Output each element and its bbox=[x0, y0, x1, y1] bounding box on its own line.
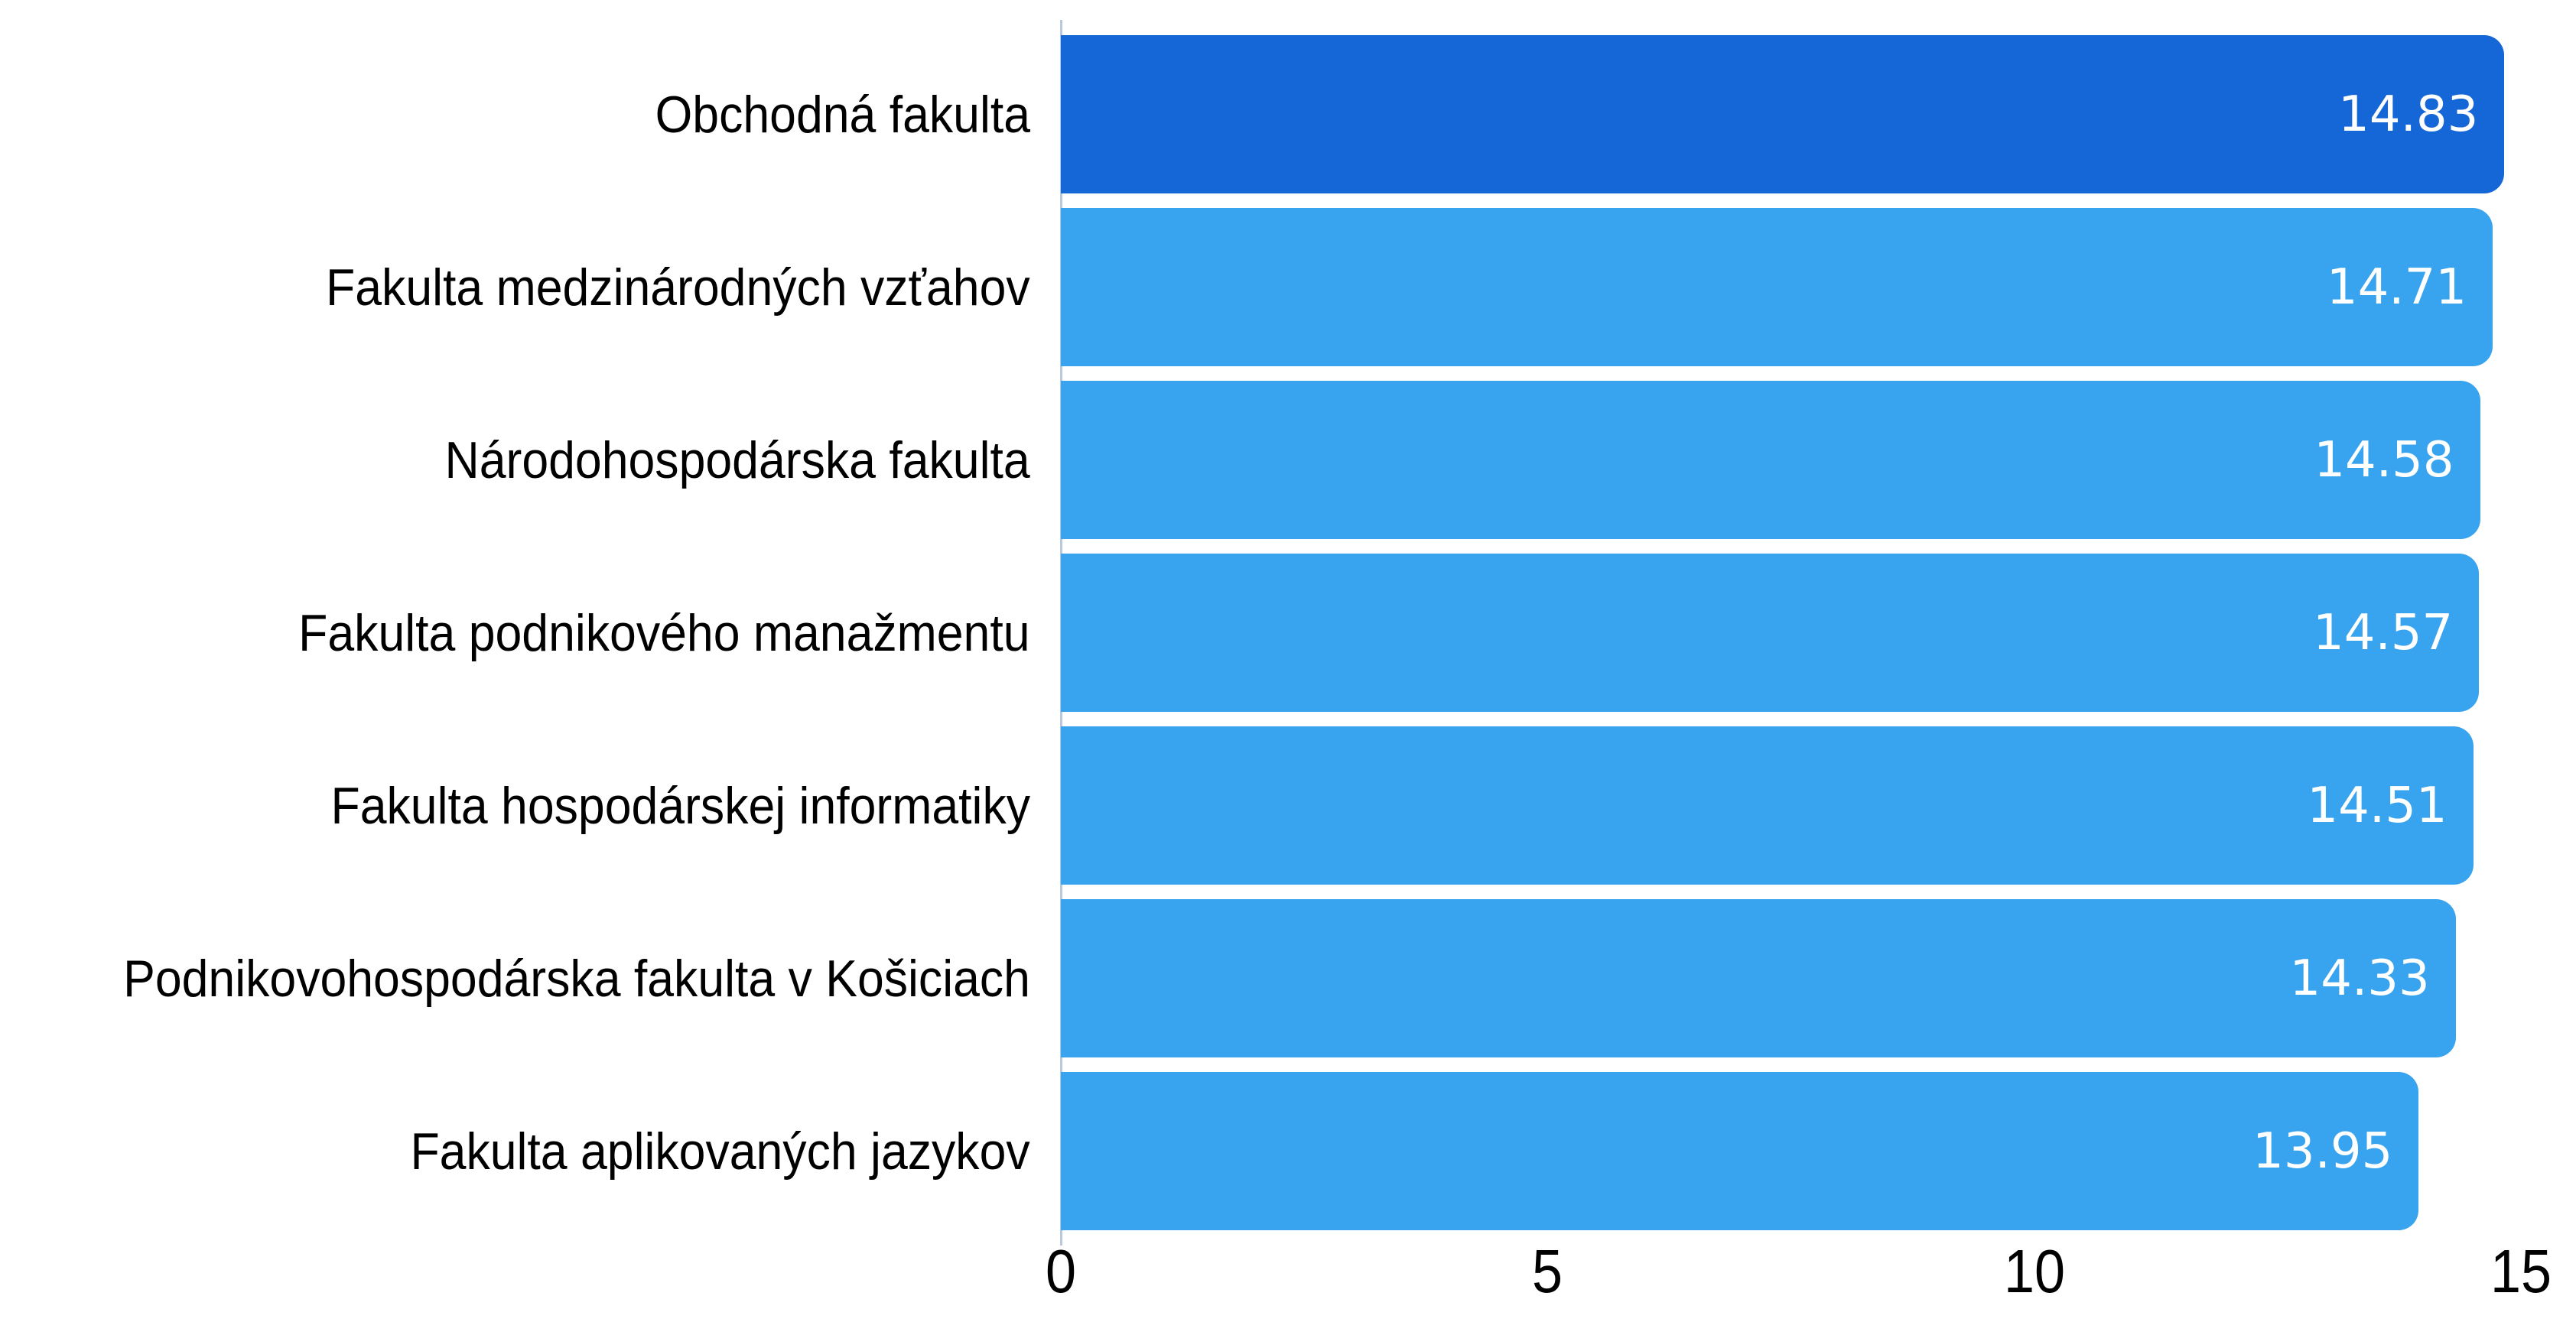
x-axis-tick-label: 15 bbox=[2490, 1237, 2552, 1305]
bar-value-label: 14.58 bbox=[2314, 431, 2454, 489]
bar-value-label: 13.95 bbox=[2252, 1122, 2393, 1180]
bar-value-label: 14.51 bbox=[2307, 777, 2448, 834]
category-label-text: Fakulta aplikovaných jazykov bbox=[410, 1122, 1030, 1181]
bar-track: 14.57 bbox=[1060, 538, 2521, 727]
bar-row: Fakulta medzinárodných vzťahov 14.71 bbox=[0, 193, 2576, 382]
bar-value-label: 14.83 bbox=[2338, 86, 2479, 143]
bar-row: Podnikovohospodárska fakulta v Košiciach… bbox=[0, 884, 2576, 1073]
bar-value-label: 14.33 bbox=[2289, 950, 2430, 1007]
x-axis: 0 5 10 15 bbox=[1046, 1237, 2552, 1322]
bar-track: 14.33 bbox=[1060, 884, 2521, 1073]
category-label-text: Národohospodárska fakulta bbox=[444, 430, 1030, 489]
bar-1[interactable]: 14.83 bbox=[1061, 35, 2505, 193]
bar-2[interactable]: 14.71 bbox=[1061, 208, 2493, 366]
category-label-text: Podnikovohospodárska fakulta v Košiciach bbox=[123, 949, 1030, 1008]
category-label: Fakulta hospodárskej informatiky bbox=[0, 726, 1061, 885]
category-label: Fakulta podnikového manažmentu bbox=[0, 554, 1061, 712]
bar-value-label: 14.57 bbox=[2313, 604, 2454, 661]
bar-5[interactable]: 14.51 bbox=[1061, 726, 2474, 885]
bar-track: 14.51 bbox=[1060, 711, 2521, 900]
category-label-text: Fakulta hospodárskej informatiky bbox=[330, 776, 1030, 835]
bar-row: Fakulta hospodárskej informatiky 14.51 bbox=[0, 711, 2576, 900]
bar-track: 14.71 bbox=[1060, 193, 2521, 382]
bar-row: Fakulta aplikovaných jazykov 13.95 bbox=[0, 1057, 2576, 1246]
category-label-text: Fakulta medzinárodných vzťahov bbox=[326, 258, 1030, 317]
x-axis-tick-label: 0 bbox=[1045, 1237, 1077, 1305]
bar-track: 13.95 bbox=[1060, 1057, 2521, 1246]
bar-6[interactable]: 14.33 bbox=[1061, 899, 2456, 1057]
category-label: Podnikovohospodárska fakulta v Košiciach bbox=[0, 899, 1061, 1057]
category-label-text: Fakulta podnikového manažmentu bbox=[298, 603, 1030, 662]
category-label: Národohospodárska fakulta bbox=[0, 381, 1061, 539]
category-label: Fakulta medzinárodných vzťahov bbox=[0, 208, 1061, 366]
bar-row: Národohospodárska fakulta 14.58 bbox=[0, 365, 2576, 554]
bar-track: 14.83 bbox=[1060, 20, 2521, 209]
x-axis-tick-label: 5 bbox=[1532, 1237, 1563, 1305]
category-label-text: Obchodná fakulta bbox=[655, 85, 1030, 144]
bar-3[interactable]: 14.58 bbox=[1061, 381, 2480, 539]
bar-row: Obchodná fakulta 14.83 bbox=[0, 20, 2576, 209]
category-label: Fakulta aplikovaných jazykov bbox=[0, 1072, 1061, 1230]
bar-value-label: 14.71 bbox=[2326, 258, 2467, 316]
category-label: Obchodná fakulta bbox=[0, 35, 1061, 193]
bar-7[interactable]: 13.95 bbox=[1061, 1072, 2419, 1230]
bar-rows-container: Obchodná fakulta 14.83 Fakulta medzinárodn… bbox=[0, 20, 2576, 1246]
bar-row: Fakulta podnikového manažmentu 14.57 bbox=[0, 538, 2576, 727]
x-axis-tick-label: 10 bbox=[2003, 1237, 2065, 1305]
bar-track: 14.58 bbox=[1060, 365, 2521, 554]
bar-4[interactable]: 14.57 bbox=[1061, 554, 2480, 712]
